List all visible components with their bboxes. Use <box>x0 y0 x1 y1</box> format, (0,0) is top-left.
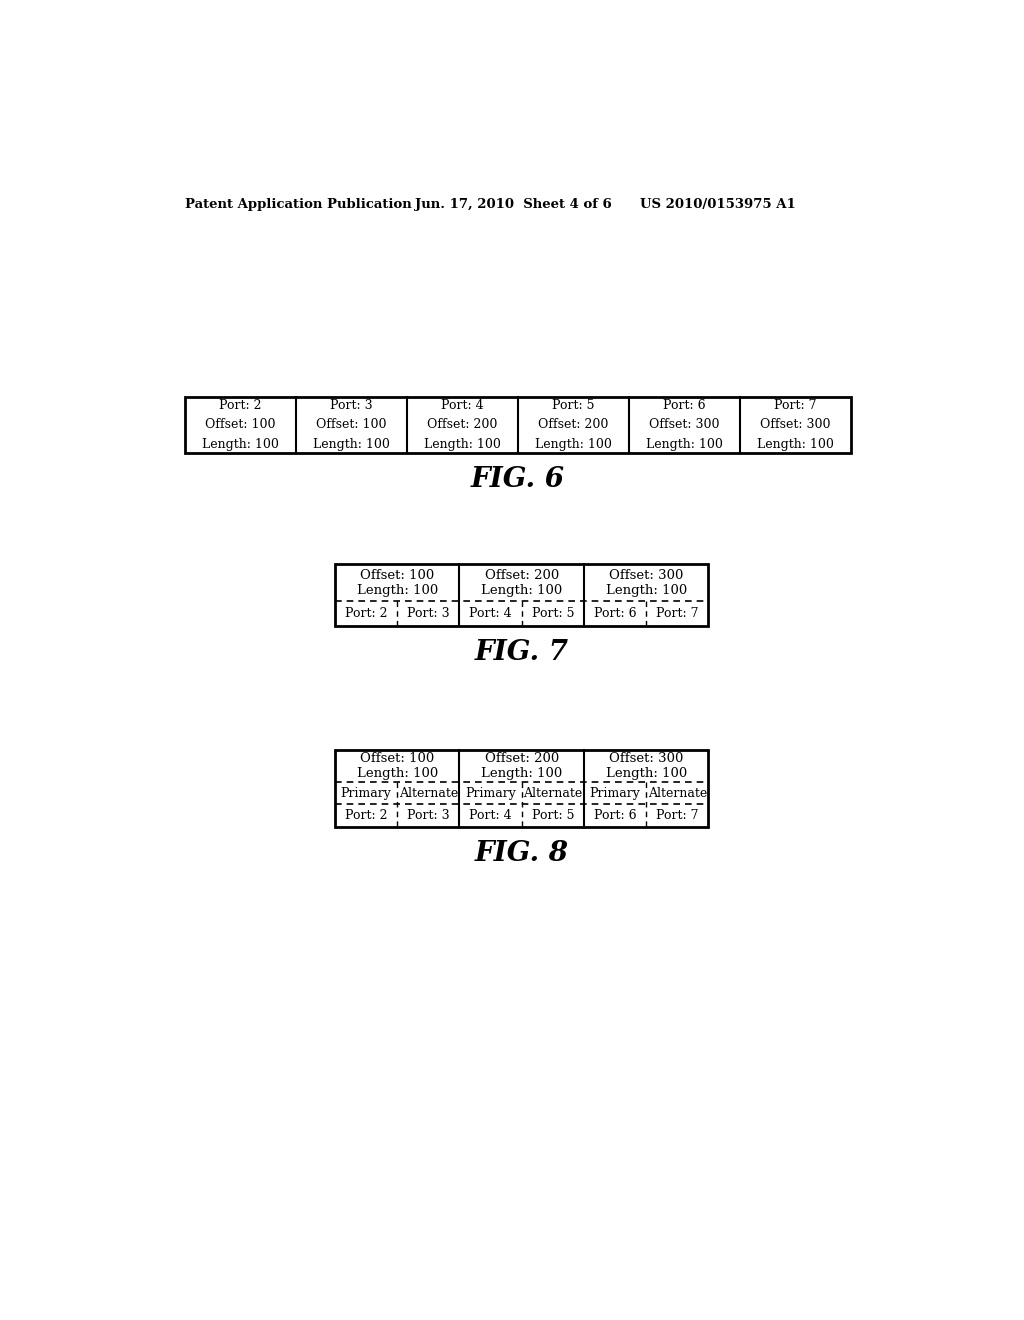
Text: Port: 6: Port: 6 <box>664 399 706 412</box>
Text: Length: 100: Length: 100 <box>356 767 438 780</box>
Text: Length: 100: Length: 100 <box>535 438 611 450</box>
Text: Port: 3: Port: 3 <box>330 399 373 412</box>
Text: Alternate: Alternate <box>648 787 707 800</box>
Text: Alternate: Alternate <box>398 787 458 800</box>
Text: Port: 3: Port: 3 <box>407 607 450 620</box>
Text: Port: 4: Port: 4 <box>441 399 483 412</box>
Bar <box>184 397 851 453</box>
Text: Port: 7: Port: 7 <box>774 399 817 412</box>
Text: Offset: 300: Offset: 300 <box>609 569 683 582</box>
Text: Port: 6: Port: 6 <box>594 607 636 620</box>
Text: Port: 3: Port: 3 <box>407 809 450 822</box>
Text: Port: 2: Port: 2 <box>345 809 387 822</box>
Text: Port: 5: Port: 5 <box>531 607 574 620</box>
Text: Jun. 17, 2010  Sheet 4 of 6: Jun. 17, 2010 Sheet 4 of 6 <box>415 198 611 211</box>
Text: Length: 100: Length: 100 <box>202 438 279 450</box>
Text: Port: 5: Port: 5 <box>531 809 574 822</box>
Text: Port: 6: Port: 6 <box>594 809 636 822</box>
Text: FIG. 6: FIG. 6 <box>471 466 565 492</box>
Text: Offset: 100: Offset: 100 <box>360 569 434 582</box>
Text: Length: 100: Length: 100 <box>481 767 562 780</box>
Text: Length: 100: Length: 100 <box>356 585 438 598</box>
Text: Offset: 300: Offset: 300 <box>609 752 683 766</box>
Text: Offset: 200: Offset: 200 <box>484 752 559 766</box>
Bar <box>335 564 709 626</box>
Text: US 2010/0153975 A1: US 2010/0153975 A1 <box>640 198 796 211</box>
Text: Length: 100: Length: 100 <box>605 767 687 780</box>
Text: Port: 5: Port: 5 <box>552 399 595 412</box>
Text: Length: 100: Length: 100 <box>312 438 390 450</box>
Text: Port: 4: Port: 4 <box>469 809 512 822</box>
Text: Port: 7: Port: 7 <box>656 607 698 620</box>
Text: Primary: Primary <box>590 787 641 800</box>
Text: Offset: 300: Offset: 300 <box>760 418 830 432</box>
Text: Length: 100: Length: 100 <box>424 438 501 450</box>
Text: Primary: Primary <box>341 787 391 800</box>
Text: Port: 4: Port: 4 <box>469 607 512 620</box>
Bar <box>335 750 709 826</box>
Text: Offset: 200: Offset: 200 <box>484 569 559 582</box>
Text: Offset: 200: Offset: 200 <box>427 418 498 432</box>
Text: Length: 100: Length: 100 <box>481 585 562 598</box>
Text: Offset: 100: Offset: 100 <box>360 752 434 766</box>
Text: Length: 100: Length: 100 <box>605 585 687 598</box>
Text: Alternate: Alternate <box>523 787 583 800</box>
Text: Port: 2: Port: 2 <box>219 399 261 412</box>
Text: Length: 100: Length: 100 <box>757 438 834 450</box>
Text: Port: 2: Port: 2 <box>345 607 387 620</box>
Text: Offset: 200: Offset: 200 <box>539 418 608 432</box>
Text: Primary: Primary <box>465 787 516 800</box>
Text: FIG. 8: FIG. 8 <box>475 841 568 867</box>
Text: Offset: 100: Offset: 100 <box>205 418 275 432</box>
Text: FIG. 7: FIG. 7 <box>475 639 568 667</box>
Text: Patent Application Publication: Patent Application Publication <box>184 198 412 211</box>
Text: Offset: 100: Offset: 100 <box>316 418 386 432</box>
Text: Length: 100: Length: 100 <box>646 438 723 450</box>
Text: Offset: 300: Offset: 300 <box>649 418 720 432</box>
Text: Port: 7: Port: 7 <box>656 809 698 822</box>
